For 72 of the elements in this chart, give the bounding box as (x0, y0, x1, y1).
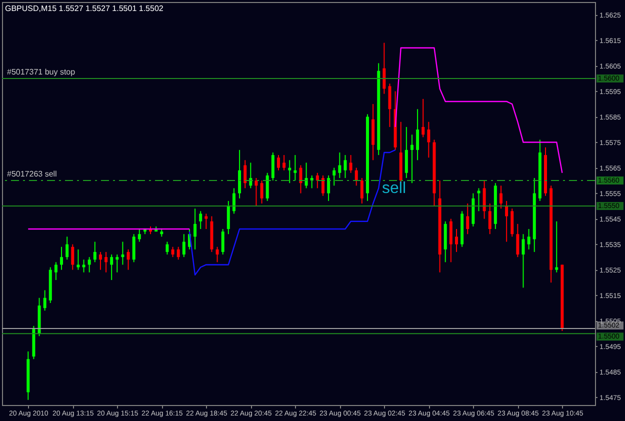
candlestick (404, 126, 408, 178)
candlestick (110, 254, 114, 281)
candlestick (182, 234, 186, 258)
candlestick (522, 234, 525, 288)
candlestick (60, 246, 64, 270)
candlestick (488, 203, 492, 235)
candlestick (327, 174, 330, 202)
candlestick (221, 228, 224, 256)
candlestick (555, 220, 558, 273)
candlestick (260, 180, 264, 204)
candlestick (226, 200, 230, 235)
annotation: sell (382, 180, 406, 197)
candlestick (232, 188, 236, 214)
candlestick (244, 160, 247, 189)
candlestick (299, 164, 302, 194)
ref-line-label: #5017263 sell (7, 170, 58, 179)
candlestick (499, 185, 502, 210)
candlestick (454, 228, 458, 252)
candlestick (116, 254, 119, 273)
candlestick (271, 152, 274, 182)
candlestick (254, 177, 258, 207)
candlestick (98, 251, 102, 270)
candlestick (138, 228, 141, 242)
candlestick (388, 83, 392, 128)
candlestick (449, 218, 452, 263)
candlestick (88, 256, 91, 273)
ref-line-label: #5017371 buy stop (7, 68, 76, 77)
candlestick (527, 228, 530, 250)
candlestick (360, 177, 364, 204)
candlestick (176, 246, 180, 260)
candlestick (266, 172, 269, 202)
candlestick (422, 98, 425, 138)
candlestick (126, 248, 130, 270)
candlestick (71, 244, 74, 270)
candlestick (276, 154, 280, 171)
candlestick (316, 172, 319, 189)
candlestick (171, 246, 174, 258)
chart-title: GBPUSD,M15 1.5527 1.5527 1.5501 1.5502 (5, 4, 164, 13)
candlestick (238, 149, 242, 199)
candlestick (66, 236, 69, 260)
candlestick (199, 210, 202, 230)
candlestick (477, 188, 480, 212)
candlestick (166, 241, 169, 256)
candlestick (282, 154, 286, 171)
candlestick (54, 262, 58, 281)
candlestick (505, 200, 508, 242)
candlestick (321, 174, 324, 196)
candlestick (194, 208, 197, 250)
candlestick (382, 42, 386, 94)
candlestick (104, 251, 108, 273)
candlestick (121, 241, 124, 266)
candlestick (216, 246, 219, 263)
candlestick (427, 121, 430, 158)
candlestick (516, 223, 520, 258)
candlestick (344, 154, 347, 178)
candlestick (338, 152, 342, 178)
candlestick (132, 234, 136, 263)
candlestick (76, 248, 80, 270)
candlestick (204, 213, 208, 230)
candlestick (82, 259, 86, 273)
candlestick (410, 134, 414, 184)
candlestick (354, 167, 358, 186)
candlestick (332, 167, 336, 186)
candlestick (43, 290, 46, 312)
candlestick (466, 203, 470, 235)
candlestick (288, 160, 292, 184)
candlestick (416, 108, 420, 161)
candlestick (510, 208, 514, 238)
candlestick (294, 154, 297, 182)
candlestick (349, 154, 352, 174)
candlestick (93, 241, 96, 263)
candlestick (482, 180, 486, 220)
